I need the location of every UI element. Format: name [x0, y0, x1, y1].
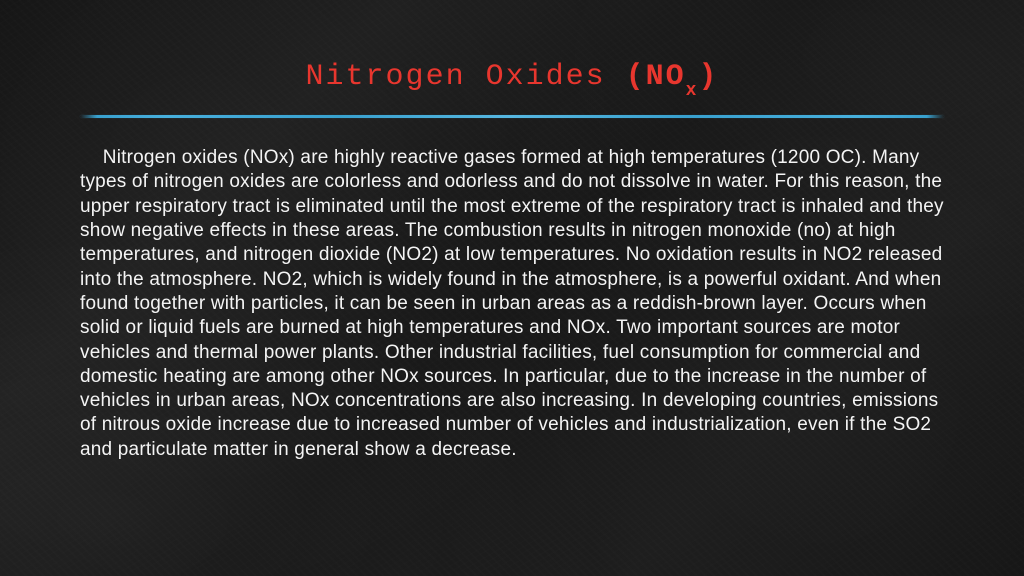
- slide-title: Nitrogen Oxides (NOx): [80, 60, 944, 97]
- body-text-content: Nitrogen oxides (NOx) are highly reactiv…: [80, 147, 944, 460]
- title-formula-base: NO: [646, 60, 686, 94]
- title-divider: [80, 115, 944, 118]
- title-paren-close: ): [698, 60, 718, 94]
- title-paren-open: (: [626, 60, 646, 94]
- title-formula-sub: x: [686, 81, 699, 101]
- title-prefix: Nitrogen Oxides: [306, 60, 626, 94]
- body-paragraph: Nitrogen oxides (NOx) are highly reactiv…: [80, 146, 944, 462]
- slide-container: Nitrogen Oxides (NOx) Nitrogen oxides (N…: [0, 0, 1024, 576]
